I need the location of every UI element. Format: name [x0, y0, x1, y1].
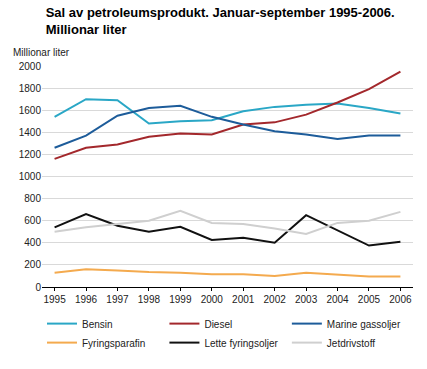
svg-text:0: 0	[35, 282, 41, 293]
svg-text:Millionar liter: Millionar liter	[13, 47, 70, 58]
svg-text:2005: 2005	[358, 294, 381, 305]
svg-text:1996: 1996	[75, 294, 98, 305]
svg-text:1998: 1998	[138, 294, 161, 305]
svg-text:Fyringsparafin: Fyringsparafin	[82, 338, 145, 349]
svg-text:2001: 2001	[232, 294, 255, 305]
svg-text:Sal av petroleumsprodukt. Janu: Sal av petroleumsprodukt. Januar-septemb…	[46, 5, 395, 37]
svg-text:2000: 2000	[201, 294, 224, 305]
svg-text:1400: 1400	[19, 127, 42, 138]
svg-text:800: 800	[24, 193, 41, 204]
svg-text:Marine gassoljer: Marine gassoljer	[327, 319, 401, 330]
svg-text:Jetdrivstoff: Jetdrivstoff	[327, 338, 375, 349]
svg-text:Bensin: Bensin	[82, 319, 113, 330]
svg-text:1200: 1200	[19, 149, 42, 160]
svg-text:2006: 2006	[389, 294, 412, 305]
svg-text:2000: 2000	[19, 61, 42, 72]
svg-text:1000: 1000	[19, 171, 42, 182]
svg-text:1800: 1800	[19, 83, 42, 94]
svg-text:Diesel: Diesel	[204, 319, 232, 330]
svg-text:200: 200	[24, 259, 41, 270]
svg-text:2003: 2003	[295, 294, 318, 305]
svg-text:2002: 2002	[264, 294, 287, 305]
svg-text:Lette fyringsoljer: Lette fyringsoljer	[204, 338, 278, 349]
svg-text:2004: 2004	[326, 294, 349, 305]
svg-text:400: 400	[24, 237, 41, 248]
svg-text:1600: 1600	[19, 105, 42, 116]
svg-text:1995: 1995	[43, 294, 66, 305]
svg-text:1997: 1997	[106, 294, 129, 305]
svg-text:1999: 1999	[169, 294, 192, 305]
svg-text:600: 600	[24, 215, 41, 226]
